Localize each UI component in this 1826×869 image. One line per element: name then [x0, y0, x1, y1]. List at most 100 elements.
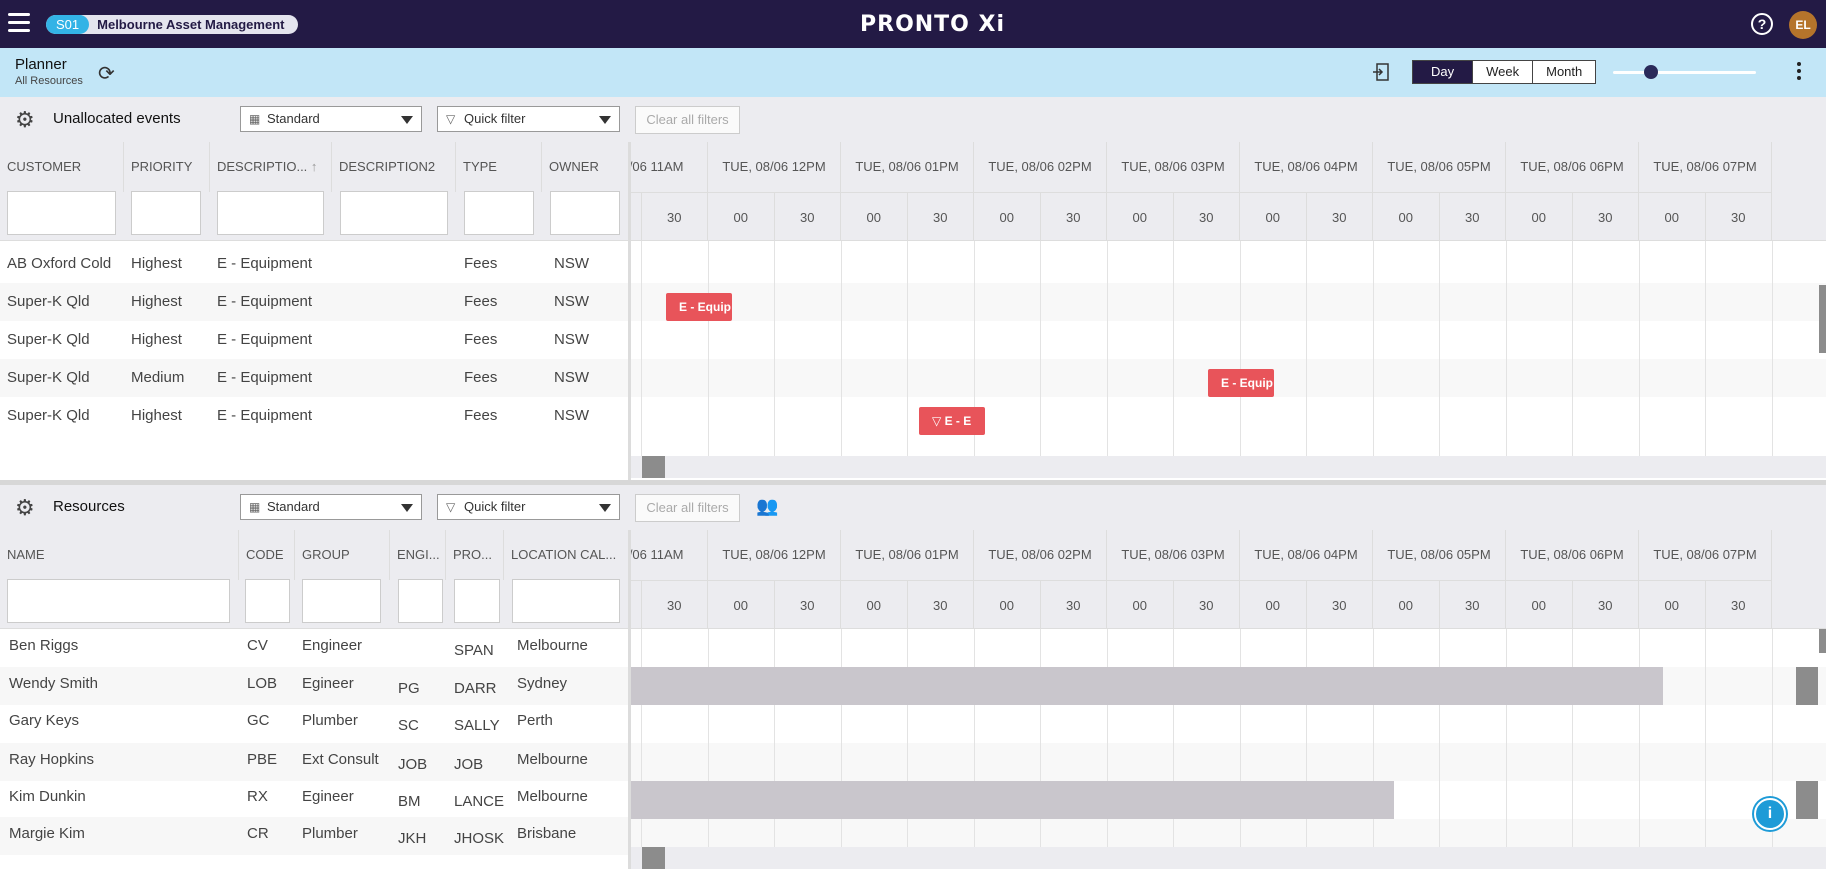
timeline-hour-label: TUE, 08/06 12PM — [708, 530, 841, 580]
timeline-minute-label: 30 — [907, 192, 974, 240]
table-row[interactable]: Super-K Qld Highest E - Equipment Fees NSW — [0, 283, 631, 321]
user-avatar[interactable]: EL — [1789, 11, 1817, 39]
name-filter-input[interactable] — [7, 579, 230, 623]
cell-engi: BM — [398, 793, 421, 810]
more-options-icon[interactable] — [1797, 62, 1801, 83]
layout-select[interactable]: ▦ Standard — [240, 494, 422, 520]
view-month-button[interactable]: Month — [1546, 64, 1583, 79]
zoom-slider-handle[interactable] — [1644, 65, 1658, 79]
timeline-row[interactable] — [631, 245, 1826, 283]
description-filter-input[interactable] — [217, 191, 324, 235]
refresh-icon[interactable]: ⟳ — [98, 63, 115, 85]
gear-icon[interactable]: ⚙ — [15, 495, 35, 520]
unallocated-horizontal-scrollbar[interactable] — [631, 456, 1826, 478]
vertical-scrollbar-thumb[interactable] — [1819, 629, 1826, 653]
table-row[interactable]: Kim Dunkin RX Egineer BM LANCE Melbourne — [0, 780, 631, 818]
layout-select[interactable]: ▦ Standard — [240, 106, 422, 132]
timeline-minute-label: 30 — [1040, 580, 1107, 628]
timeline-row[interactable] — [631, 705, 1826, 743]
column-header-description2[interactable]: DESCRIPTION2 — [332, 142, 456, 192]
column-header-customer[interactable]: CUSTOMER — [0, 142, 124, 192]
quick-filter-select[interactable]: ▽ Quick filter — [437, 494, 620, 520]
vertical-scrollbar-thumb[interactable] — [1819, 285, 1826, 353]
timeline-gridline — [840, 241, 842, 456]
table-row[interactable]: Super-K Qld Highest E - Equipment Fees NSW — [0, 321, 631, 359]
timeline-hour-label: TUE, 08/06 05PM — [1373, 530, 1506, 580]
timeline-gridline — [641, 629, 642, 847]
column-header-location[interactable]: LOCATION CAL... — [504, 530, 631, 580]
resources-horizontal-scrollbar[interactable] — [631, 847, 1826, 869]
top-bar: S01 Melbourne Asset Management PRONTO Xi… — [0, 0, 1826, 48]
timeline-gridline — [1705, 241, 1706, 456]
section-divider[interactable] — [0, 480, 1826, 485]
clear-filters-button[interactable]: Clear all filters — [635, 106, 740, 134]
view-day-button[interactable]: Day — [1413, 61, 1474, 83]
view-week-button[interactable]: Week — [1473, 61, 1534, 83]
column-header-priority[interactable]: PRIORITY — [124, 142, 210, 192]
zoom-slider-track[interactable] — [1613, 71, 1756, 74]
column-header-code[interactable]: CODE — [239, 530, 295, 580]
timeline-minute-label: 30 — [1705, 192, 1772, 240]
priority-filter-input[interactable] — [131, 191, 201, 235]
event-block[interactable]: E - Equip — [1208, 369, 1274, 397]
timeline-gridline — [840, 629, 842, 847]
help-icon[interactable]: ? — [1751, 13, 1773, 35]
table-row[interactable]: Ray Hopkins PBE Ext Consult JOB JOB Melbourne — [0, 743, 631, 781]
timeline-row[interactable] — [631, 397, 1826, 435]
timeline-row[interactable] — [631, 819, 1826, 847]
cell-pro: DARR — [454, 680, 497, 697]
column-header-owner[interactable]: OWNER — [542, 142, 631, 192]
description2-filter-input[interactable] — [340, 191, 448, 235]
event-block[interactable]: E - Equip — [666, 293, 732, 321]
column-header-description[interactable]: DESCRIPTIO... ↑ — [210, 142, 332, 192]
table-row[interactable]: Super-K Qld Highest E - Equipment Fees NSW — [0, 397, 631, 435]
timeline-minute-label: 30 — [1439, 192, 1506, 240]
table-row[interactable]: Margie Kim CR Plumber JKH JHOSK Brisbane — [0, 817, 631, 855]
quick-filter-select[interactable]: ▽ Quick filter — [437, 106, 620, 132]
unavailable-block[interactable] — [631, 667, 1663, 705]
info-icon[interactable]: i — [1754, 798, 1786, 830]
booking-block[interactable] — [1796, 781, 1818, 819]
group-filter-input[interactable] — [302, 579, 381, 623]
scrollbar-thumb[interactable] — [642, 456, 665, 478]
timeline-minute-label: 30 — [1040, 192, 1107, 240]
pane-divider[interactable] — [628, 142, 631, 480]
column-header-name[interactable]: NAME — [0, 530, 239, 580]
table-row[interactable]: AB Oxford Cold Highest E - Equipment Fees NS… — [0, 245, 631, 283]
timeline-row[interactable] — [631, 629, 1826, 667]
timeline-row[interactable] — [631, 743, 1826, 781]
export-icon[interactable] — [1372, 63, 1390, 81]
scrollbar-thumb[interactable] — [642, 847, 665, 869]
type-filter-input[interactable] — [464, 191, 534, 235]
timeline-hour-label: TUE, 08/06 06PM — [1506, 530, 1639, 580]
location-filter-input[interactable] — [512, 579, 620, 623]
customer-filter-input[interactable] — [7, 191, 116, 235]
code-filter-input[interactable] — [245, 579, 290, 623]
unavailable-block[interactable] — [631, 781, 1394, 819]
booking-block[interactable] — [1796, 667, 1818, 705]
owner-filter-input[interactable] — [550, 191, 620, 235]
table-row[interactable]: Ben Riggs CV Engineer SPAN Melbourne — [0, 629, 631, 667]
column-header-pro[interactable]: PRO... — [446, 530, 504, 580]
column-header-type[interactable]: TYPE — [456, 142, 542, 192]
event-block[interactable]: ▽ E - E — [919, 407, 985, 435]
table-row[interactable]: Gary Keys GC Plumber SC SALLY Perth — [0, 704, 631, 742]
hamburger-icon[interactable] — [8, 13, 30, 33]
pro-filter-input[interactable] — [454, 579, 500, 623]
column-header-group[interactable]: GROUP — [295, 530, 390, 580]
table-row[interactable]: Super-K Qld Medium E - Equipment Fees NSW — [0, 359, 631, 397]
people-icon[interactable]: 👥 — [756, 496, 779, 516]
timeline-gridline — [1505, 629, 1507, 847]
cell-priority: Highest — [131, 407, 182, 424]
timeline-row[interactable] — [631, 283, 1826, 321]
column-header-engi[interactable]: ENGI... — [390, 530, 446, 580]
gear-icon[interactable]: ⚙ — [15, 107, 35, 132]
timeline-hour-label: TUE, 08/06 02PM — [974, 530, 1107, 580]
pane-divider[interactable] — [628, 530, 631, 869]
timeline-row[interactable] — [631, 321, 1826, 359]
company-selector[interactable]: S01 Melbourne Asset Management — [46, 15, 299, 34]
engi-filter-input[interactable] — [398, 579, 443, 623]
clear-filters-button[interactable]: Clear all filters — [635, 494, 740, 522]
table-row[interactable]: Wendy Smith LOB Egineer PG DARR Sydney — [0, 667, 631, 705]
company-name: Melbourne Asset Management — [97, 17, 285, 32]
